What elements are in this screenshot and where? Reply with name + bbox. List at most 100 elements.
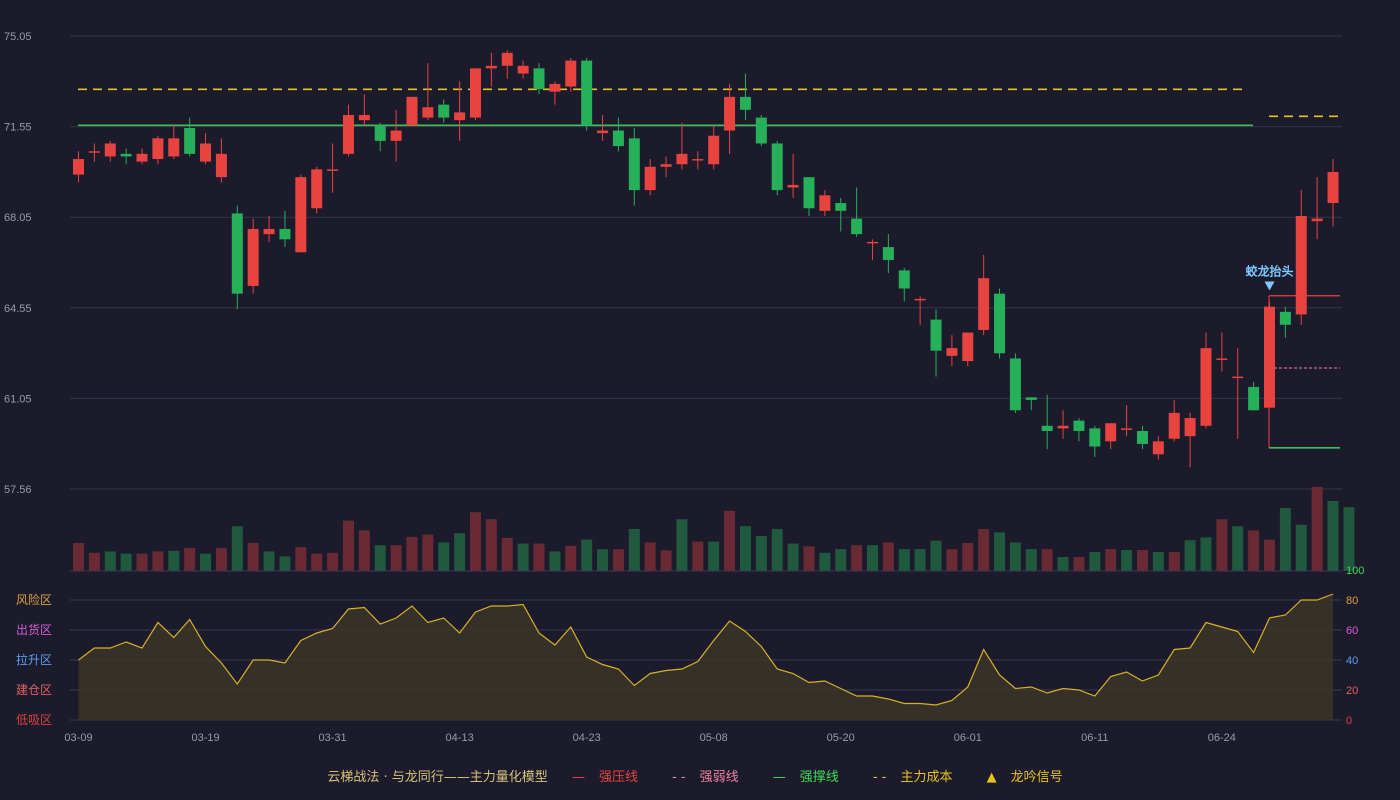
legend-label: 强撑线 <box>799 770 839 785</box>
volume-bar <box>374 545 386 571</box>
volume-bar <box>1232 526 1244 571</box>
volume-bar <box>581 539 593 571</box>
volume-bar <box>295 547 307 571</box>
zone-label: 低吸区 <box>16 713 52 727</box>
price-tick-label: 68.05 <box>4 212 32 224</box>
volume-bar <box>1041 549 1053 571</box>
volume-bar <box>692 541 704 571</box>
zone-label: 出货区 <box>16 622 52 637</box>
volume-bar <box>1248 530 1260 571</box>
candle-body <box>454 112 466 121</box>
volume-bar <box>787 543 799 571</box>
legend-mark: — <box>772 770 786 785</box>
candle-body <box>628 138 640 191</box>
price-tick-label: 71.55 <box>4 122 32 134</box>
candle-body <box>946 348 958 356</box>
x-tick-label: 05-20 <box>827 732 855 744</box>
volume-bar <box>200 553 212 571</box>
x-tick-label: 05-08 <box>700 732 728 744</box>
volume-bar <box>930 540 942 571</box>
candle-body <box>295 177 307 253</box>
candle-body <box>994 293 1006 354</box>
candle-body <box>835 203 847 211</box>
volume-bar <box>946 549 958 571</box>
volume-bar <box>1343 507 1355 571</box>
candle-body <box>1168 412 1180 439</box>
indicator-line <box>78 593 1334 706</box>
candle-body <box>1009 358 1021 411</box>
volume-bar <box>755 536 767 571</box>
volume-bar <box>120 553 132 571</box>
price-tick-label: 64.55 <box>4 303 32 315</box>
legend-title: 云梯战法 · 与龙同行——主力量化模型 <box>327 770 548 785</box>
volume-bar <box>819 552 831 571</box>
candle-body <box>1152 441 1164 455</box>
legend-item-strong-resist[interactable]: — 强压线 <box>572 766 648 785</box>
volume-bar <box>422 534 434 571</box>
candle-body <box>390 130 402 141</box>
volume-bar <box>73 543 84 571</box>
volume-bar <box>724 510 736 571</box>
volume-bar <box>501 537 513 571</box>
candle-body <box>1232 376 1244 379</box>
candle-body <box>358 114 370 121</box>
volume-bar <box>771 529 783 571</box>
candle-body <box>422 107 434 118</box>
candle-body <box>485 65 497 69</box>
candle-body <box>533 68 545 90</box>
volume-bar <box>231 526 243 571</box>
candle-body <box>1327 171 1339 204</box>
x-tick-label: 06-11 <box>1081 732 1108 744</box>
volume-bar <box>1121 550 1133 571</box>
candle-body <box>930 319 942 351</box>
volume-bar <box>1009 542 1021 571</box>
candle-body <box>867 241 878 244</box>
candle-body <box>1248 386 1260 411</box>
volume-bar <box>247 543 259 571</box>
volume-bar <box>88 552 100 571</box>
legend-label: 强弱线 <box>699 770 739 785</box>
candle-body <box>263 228 275 235</box>
volume-bars <box>73 487 1355 571</box>
volume-bar <box>1279 508 1291 571</box>
legend-mark: - - <box>872 770 887 785</box>
volume-bar <box>485 519 497 571</box>
volume-bar <box>184 548 196 571</box>
candle-body <box>104 143 116 157</box>
legend-label: 龙吟信号 <box>1010 770 1063 785</box>
volume-bar <box>882 542 894 571</box>
legend-label: 强压线 <box>598 770 638 785</box>
volume-bar <box>851 545 863 571</box>
candle-body <box>517 65 529 74</box>
price-tick-label: 61.05 <box>4 393 32 405</box>
volume-bar <box>803 546 815 571</box>
candle-body <box>152 138 164 160</box>
candle-body <box>1089 428 1101 447</box>
indicator-tick-label: 80 <box>1346 595 1358 607</box>
indicator-tick-label: 100 <box>1346 565 1364 577</box>
legend-item-strong-weak[interactable]: - - 强弱线 <box>672 766 749 785</box>
candle-body <box>215 153 227 178</box>
legend-item-signal[interactable]: ▲ 龙吟信号 <box>987 766 1073 785</box>
candle-body <box>342 114 354 154</box>
indicator-axis: 0 20 40 60 80 100 <box>1346 565 1364 727</box>
candle-body <box>374 125 386 141</box>
candle-body <box>1073 420 1085 431</box>
legend-mark: — <box>571 770 585 785</box>
candle-body <box>565 60 577 87</box>
volume-bar <box>470 512 481 571</box>
candle-body <box>247 228 259 286</box>
candle-body <box>438 104 450 118</box>
candles <box>73 50 1339 468</box>
x-tick-label: 03-31 <box>319 732 347 744</box>
candle-body <box>120 153 132 157</box>
x-tick-label: 03-19 <box>191 732 219 744</box>
candle-body <box>644 166 656 191</box>
volume-bar <box>136 553 148 571</box>
legend-item-main-cost[interactable]: - - 主力成本 <box>873 766 963 785</box>
legend-item-strong-support[interactable]: — 强撑线 <box>773 766 849 785</box>
volume-bar <box>1105 549 1117 571</box>
volume-bar <box>517 543 529 571</box>
